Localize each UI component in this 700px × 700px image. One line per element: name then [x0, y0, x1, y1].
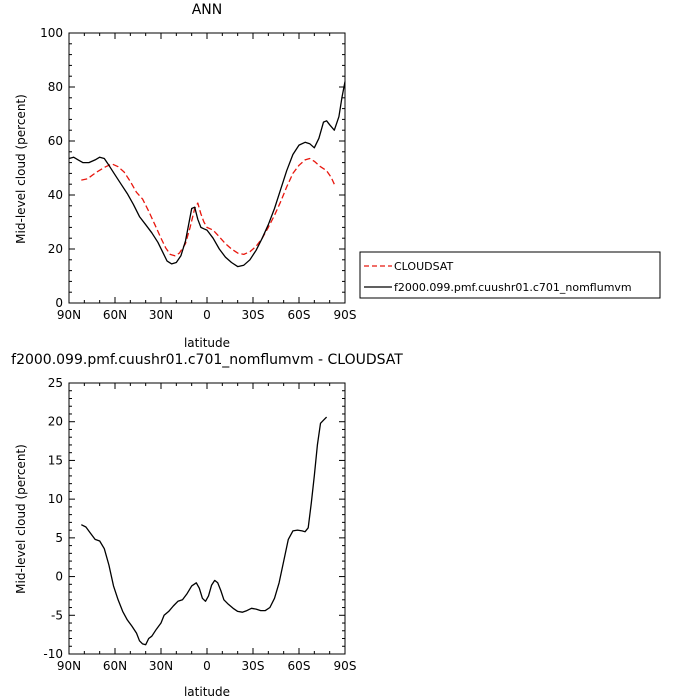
x-tick-label: 30N: [149, 308, 173, 322]
y-tick-label: 20: [48, 242, 63, 256]
y-tick-label: 100: [40, 26, 63, 40]
x-tick-label: 90N: [57, 659, 81, 673]
y-tick-label: 25: [48, 376, 63, 390]
y-tick-label: -10: [43, 647, 63, 661]
y-tick-label: 0: [55, 296, 63, 310]
x-tick-label: 60N: [103, 659, 127, 673]
plot-frame: [68, 382, 346, 655]
y-tick-label: -5: [51, 608, 63, 622]
x-tick-label: 0: [203, 659, 211, 673]
x-tick-label: 30N: [149, 659, 173, 673]
bottom-chart: f2000.099.pmf.cuushr01.c701_nomflumvm - …: [11, 352, 403, 699]
x-tick-label: 60N: [103, 308, 127, 322]
top-chart-title: ANN: [192, 2, 223, 18]
legend-label-model: f2000.099.pmf.cuushr01.c701_nomflumvm: [394, 281, 632, 294]
x-tick-label: 30S: [242, 659, 265, 673]
legend: CLOUDSAT f2000.099.pmf.cuushr01.c701_nom…: [359, 251, 661, 299]
top-chart-x-axis-title: latitude: [184, 336, 230, 350]
y-tick-label: 80: [48, 80, 63, 94]
y-tick-label: 0: [55, 570, 63, 584]
x-tick-label: 90N: [57, 308, 81, 322]
series-line-1-0: [81, 416, 328, 646]
series-line-0-1: [68, 81, 346, 268]
legend-label-cloudsat: CLOUDSAT: [394, 260, 453, 273]
x-tick-label: 60S: [288, 659, 311, 673]
y-tick-label: 60: [48, 134, 63, 148]
y-tick-label: 5: [55, 531, 63, 545]
x-tick-label: 90S: [334, 659, 357, 673]
y-tick-label: 40: [48, 188, 63, 202]
bottom-chart-x-axis-title: latitude: [184, 685, 230, 699]
x-tick-label: 60S: [288, 308, 311, 322]
x-tick-label: 90S: [334, 308, 357, 322]
x-tick-label: 30S: [242, 308, 265, 322]
top-chart-y-axis-title: Mid-level cloud (percent): [14, 94, 28, 244]
y-tick-label: 10: [48, 492, 63, 506]
legend-box: [359, 251, 661, 299]
bottom-chart-title: f2000.099.pmf.cuushr01.c701_nomflumvm - …: [11, 352, 403, 368]
x-tick-label: 0: [203, 308, 211, 322]
top-chart: ANN Mid-level cloud (percent) latitude 9…: [14, 2, 356, 350]
y-tick-label: 15: [48, 453, 63, 467]
y-tick-label: 20: [48, 415, 63, 429]
series-line-0-0: [81, 157, 335, 257]
bottom-chart-y-axis-title: Mid-level cloud (percent): [14, 444, 28, 594]
